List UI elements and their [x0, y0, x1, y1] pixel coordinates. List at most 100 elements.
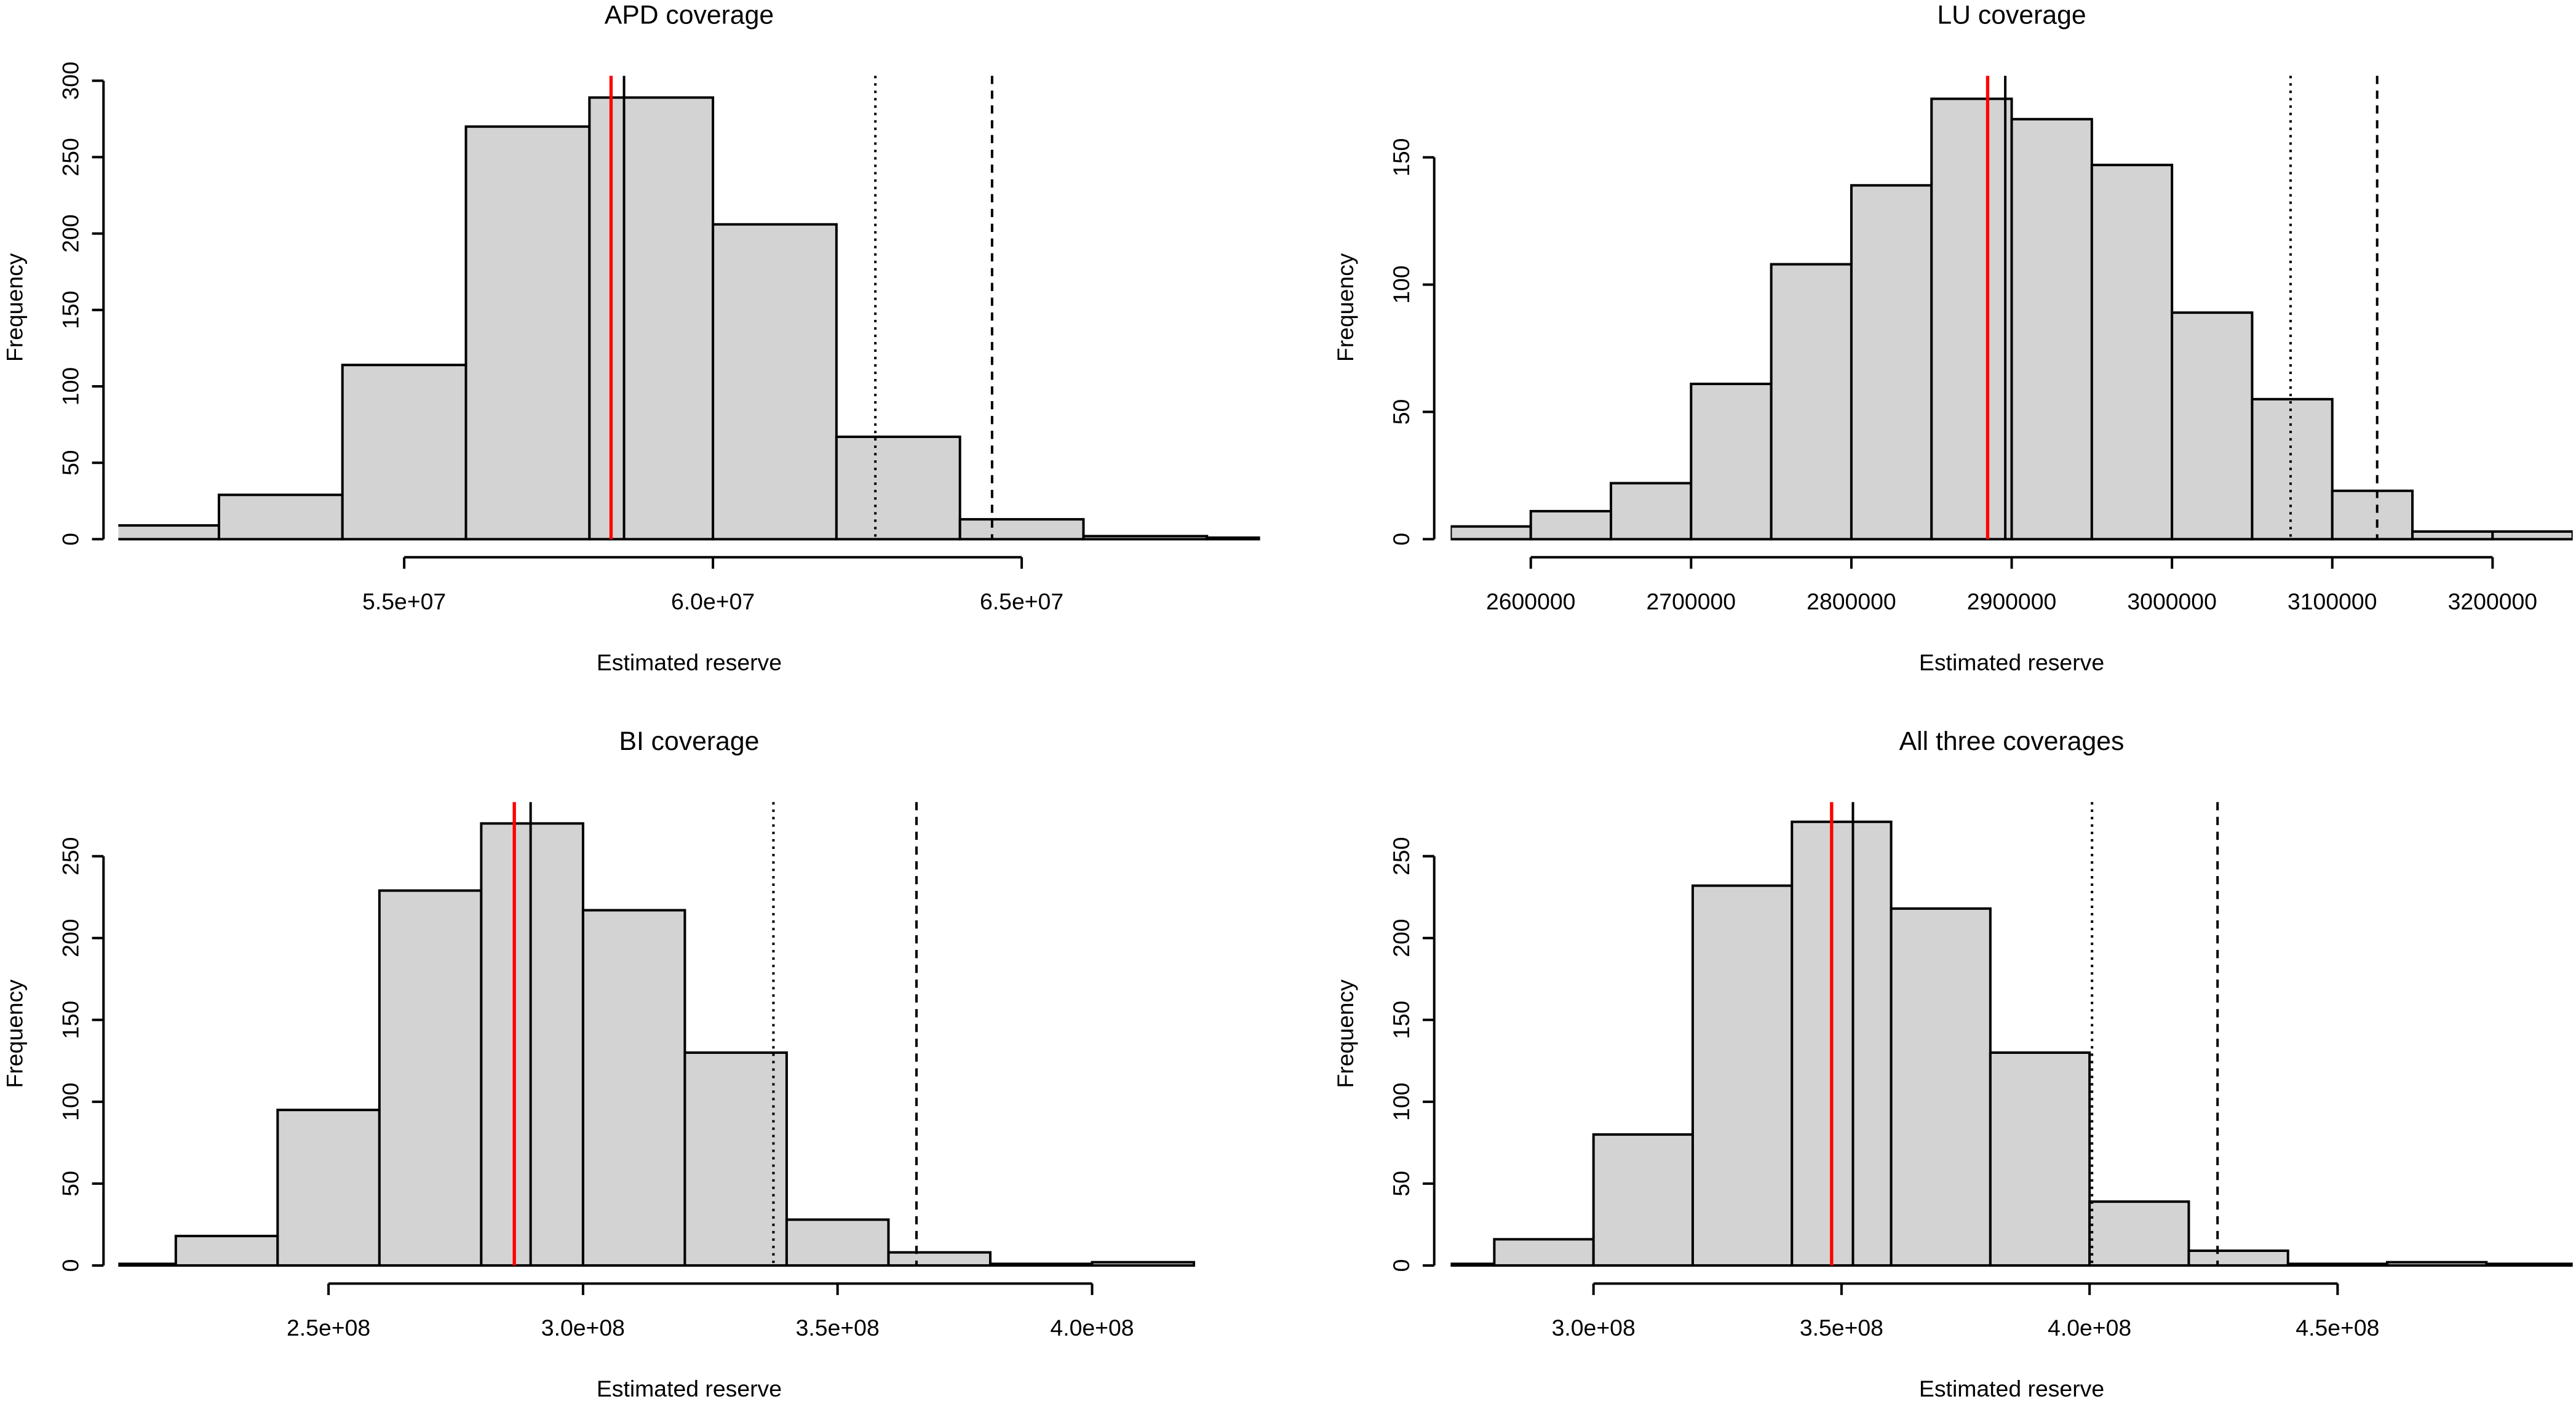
y-tick-label: 150 — [1388, 1001, 1414, 1039]
y-axis-label: Frequency — [2, 979, 28, 1088]
bar — [2386, 1261, 2488, 1267]
bar — [887, 1251, 992, 1267]
bar — [2331, 489, 2414, 541]
x-axis-label: Estimated reserve — [597, 1376, 782, 1401]
bar — [988, 1262, 1094, 1267]
bar — [785, 1218, 890, 1267]
bar — [480, 822, 584, 1267]
bar — [581, 909, 686, 1267]
bar — [2187, 1250, 2289, 1267]
bar — [2090, 164, 2174, 541]
bar — [1206, 536, 1260, 541]
bars — [118, 96, 1260, 541]
y-tick-label: 300 — [57, 62, 83, 100]
bar — [1691, 884, 1794, 1267]
x-tick-label: 3.5e+08 — [1800, 1315, 1883, 1341]
y-axis-label: Frequency — [2, 253, 28, 362]
bar — [712, 223, 838, 541]
x-tick-label: 2700000 — [1647, 588, 1736, 614]
x-tick-label: 2900000 — [1967, 588, 2057, 614]
bar — [1592, 1133, 1694, 1267]
chart-title: APD coverage — [605, 0, 774, 30]
y-tick-label: 100 — [57, 1083, 83, 1121]
bar — [118, 1262, 177, 1267]
y-axis-label: Frequency — [1332, 979, 1358, 1088]
bar — [1890, 907, 1992, 1267]
bar — [1850, 184, 1933, 541]
bar — [1493, 1238, 1595, 1267]
bar — [1791, 820, 1893, 1267]
x-axis-label: Estimated reserve — [1919, 649, 2104, 675]
y-tick-label: 50 — [57, 1171, 83, 1197]
chart-title: LU coverage — [1937, 0, 2086, 30]
x-tick-label: 2.5e+08 — [287, 1315, 370, 1341]
x-tick-label: 2600000 — [1486, 588, 1576, 614]
y-tick-label: 200 — [57, 214, 83, 252]
panel: 3.0e+08 3.5e+08 4.0e+08 4.5e+08 0 50 100 150 200… — [1332, 727, 2573, 1401]
y-axis-label: Frequency — [1332, 253, 1358, 362]
bar — [1529, 509, 1613, 541]
x-axis-label: Estimated reserve — [597, 649, 782, 675]
bar — [2171, 311, 2254, 541]
bar — [588, 96, 715, 541]
bar — [1450, 525, 1532, 541]
y-tick-label: 150 — [1388, 138, 1414, 177]
y-tick-label: 0 — [1388, 1259, 1414, 1272]
y-tick-label: 100 — [57, 367, 83, 405]
chart-title: All three coverages — [1899, 727, 2125, 756]
y-tick-label: 150 — [57, 1001, 83, 1039]
x-tick-label: 3.0e+08 — [1552, 1315, 1636, 1341]
y-tick-label: 50 — [1388, 1171, 1414, 1197]
bar — [464, 125, 591, 541]
chart-title: BI coverage — [619, 727, 759, 756]
bars — [1450, 97, 2573, 541]
x-tick-label: 6.0e+07 — [671, 588, 755, 614]
x-tick-label: 6.5e+07 — [980, 588, 1063, 614]
bar — [2251, 397, 2334, 541]
y-tick-label: 250 — [57, 837, 83, 875]
panel: 5.5e+07 6.0e+07 6.5e+07 0 50 100 150 200 250 300 A… — [2, 0, 1260, 675]
y-tick-label: 50 — [57, 450, 83, 476]
y-tick-label: 100 — [1388, 265, 1414, 303]
x-tick-label: 3200000 — [2448, 588, 2538, 614]
y-tick-label: 200 — [57, 919, 83, 957]
x-tick-label: 3000000 — [2127, 588, 2217, 614]
bar — [2010, 118, 2093, 541]
bar — [174, 1235, 279, 1267]
bar — [2286, 1262, 2389, 1267]
bar — [2411, 530, 2494, 541]
x-tick-label: 4.0e+08 — [1050, 1315, 1134, 1341]
bar — [2088, 1200, 2190, 1267]
bar — [2485, 1262, 2573, 1267]
x-tick-label: 2800000 — [1807, 588, 1896, 614]
y-tick-label: 0 — [1388, 533, 1414, 546]
bar — [341, 364, 467, 541]
y-tick-label: 250 — [1388, 837, 1414, 875]
y-tick-label: 0 — [57, 533, 83, 546]
x-tick-label: 3100000 — [2288, 588, 2377, 614]
bar — [958, 518, 1085, 541]
x-tick-label: 3.5e+08 — [796, 1315, 880, 1341]
x-tick-label: 4.5e+08 — [2296, 1315, 2379, 1341]
x-axis-label: Estimated reserve — [1919, 1376, 2104, 1401]
bar — [1989, 1051, 2091, 1267]
bar — [1930, 97, 2013, 541]
bar — [378, 889, 483, 1267]
bar — [835, 435, 961, 541]
bar — [2491, 530, 2573, 541]
y-tick-label: 50 — [1388, 399, 1414, 425]
panel: 2600000 2700000 2800000 2900000 3000000 31000… — [1332, 0, 2573, 675]
bar — [683, 1051, 788, 1267]
x-tick-label: 4.0e+08 — [2048, 1315, 2131, 1341]
x-tick-label: 3.0e+08 — [541, 1315, 625, 1341]
x-tick-label: 5.5e+07 — [362, 588, 446, 614]
bar — [118, 524, 220, 541]
bar — [1091, 1261, 1196, 1267]
bar — [1690, 383, 1773, 541]
y-tick-label: 150 — [57, 291, 83, 329]
bars — [1450, 820, 2573, 1267]
bar — [217, 493, 344, 541]
y-tick-label: 0 — [57, 1259, 83, 1272]
